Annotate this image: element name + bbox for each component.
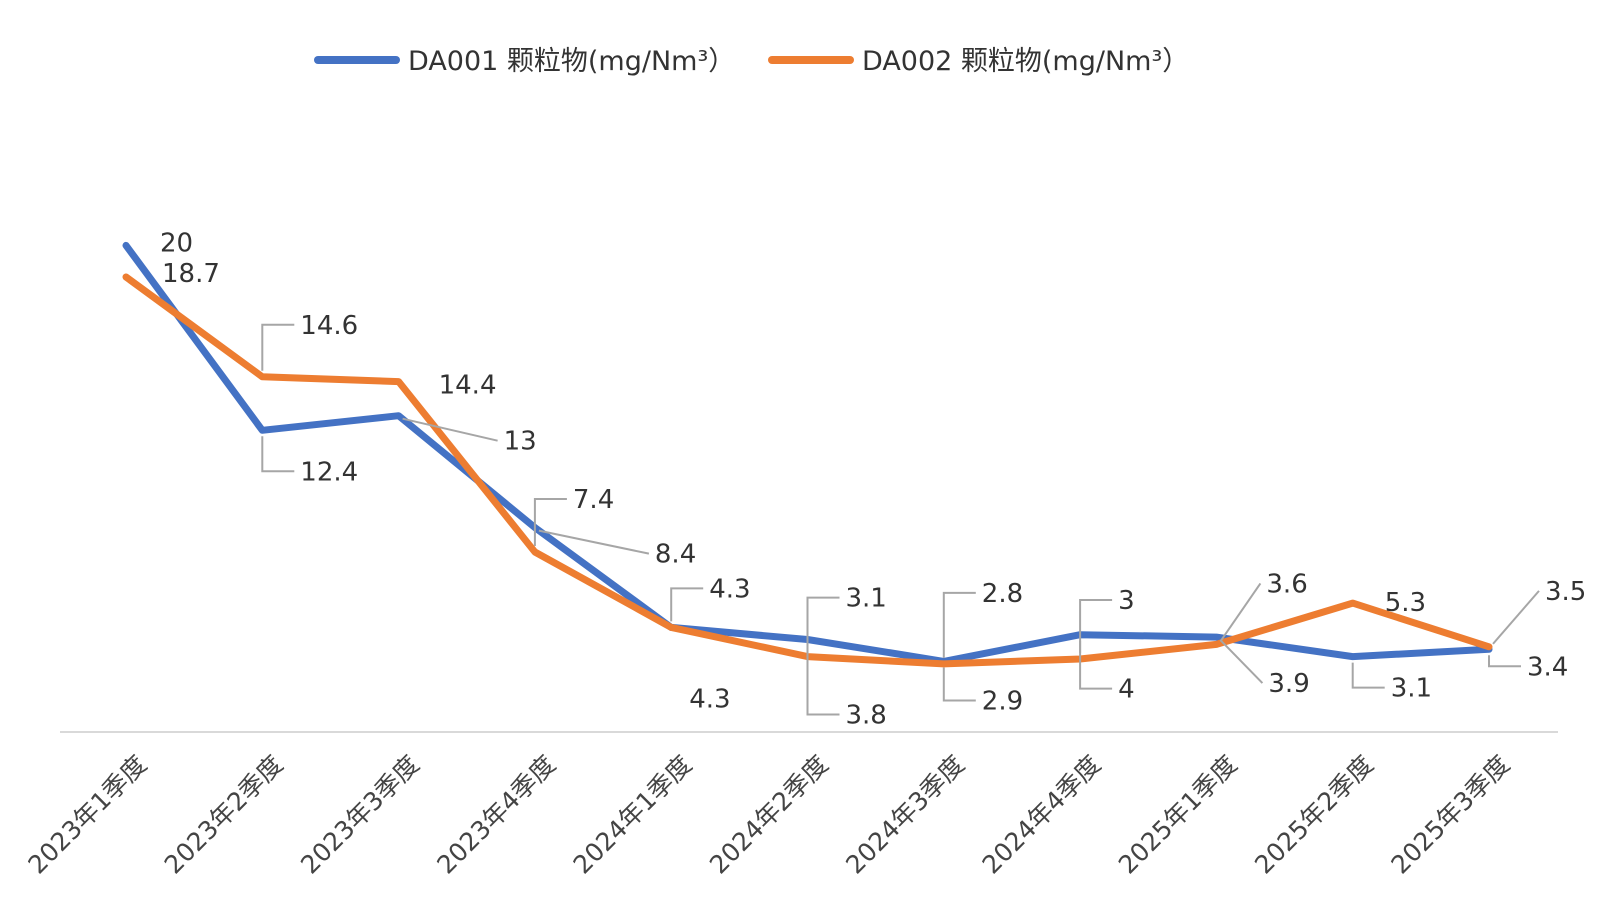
leader-s2-8 [1079, 599, 1113, 654]
leader-s1-9 [1219, 639, 1264, 684]
data-label-s2-6: 3.1 [846, 584, 887, 614]
legend-label-2: DA002 颗粒物(mg/Nm³） [862, 46, 1189, 77]
x-tick-label-11: 2025年3季度 [1385, 750, 1515, 880]
data-label-s2-2: 14.6 [300, 311, 358, 341]
leader-s1-2 [261, 436, 295, 473]
leader-s2-11 [1492, 590, 1540, 645]
data-label-s1-3: 13 [504, 427, 537, 457]
x-tick-label-9: 2025年1季度 [1113, 750, 1243, 880]
label-leaders [261, 323, 1540, 716]
x-tick-label-5: 2024年1季度 [568, 750, 698, 880]
data-label-s1-6: 3.8 [846, 701, 887, 731]
data-label-s1-9: 3.9 [1268, 669, 1309, 699]
data-label-s2-1: 18.7 [162, 259, 220, 289]
data-label-s2-8: 3 [1118, 586, 1135, 616]
x-tick-label-8: 2024年4季度 [977, 750, 1107, 880]
x-tick-label-6: 2024年2季度 [704, 750, 834, 880]
data-label-s1-1: 20 [160, 228, 193, 258]
leader-s1-3 [402, 417, 498, 442]
leader-s2-2 [261, 323, 295, 371]
x-tick-labels: 2023年1季度 2023年2季度 2023年3季度 2023年4季度 2024年1季度… [22, 750, 1515, 880]
leader-s1-7 [942, 667, 976, 702]
data-label-s1-2: 12.4 [300, 457, 358, 487]
x-tick-label-7: 2024年3季度 [840, 750, 970, 880]
leader-s1-8 [1079, 640, 1113, 690]
x-tick-label-4: 2023年4季度 [431, 750, 561, 880]
x-tick-label-2: 2023年2季度 [159, 750, 289, 880]
data-label-s1-11: 3.4 [1527, 652, 1568, 682]
leader-s2-7 [942, 591, 976, 658]
x-tick-label-3: 2023年3季度 [295, 750, 425, 880]
data-label-s2-4: 7.4 [573, 485, 614, 515]
data-label-s2-10: 5.3 [1385, 588, 1426, 618]
leader-s1-11 [1488, 655, 1521, 668]
leader-s1-10 [1351, 662, 1385, 689]
leader-s1-6 [806, 645, 840, 716]
x-tick-label-10: 2025年2季度 [1249, 750, 1379, 880]
legend-label-1: DA001 颗粒物(mg/Nm³） [408, 46, 735, 77]
data-label-s1-10: 3.1 [1391, 674, 1432, 704]
data-label-s1-5: 4.3 [689, 684, 730, 714]
data-labels: 20 12.4 13 8.4 4.3 3.8 2.9 4 3.9 3.1 3.4 18.7 14.6 14… [160, 228, 1586, 730]
data-label-s2-3: 14.4 [439, 371, 497, 401]
leader-s1-4 [538, 529, 650, 555]
legend: DA001 颗粒物(mg/Nm³） DA002 颗粒物(mg/Nm³） [314, 46, 1189, 77]
leader-s2-5 [670, 587, 704, 622]
leader-s2-6 [806, 596, 840, 651]
leader-s2-4 [533, 497, 567, 546]
leader-s2-9 [1219, 582, 1262, 642]
data-label-s1-8: 4 [1118, 675, 1135, 705]
data-label-s2-5: 4.3 [709, 574, 750, 604]
x-tick-label-1: 2023年1季度 [22, 750, 152, 880]
data-label-s1-4: 8.4 [655, 540, 696, 570]
data-label-s2-11: 3.5 [1545, 577, 1586, 607]
data-label-s2-7: 2.8 [982, 579, 1023, 609]
data-label-s2-9: 3.6 [1266, 569, 1307, 599]
data-label-s1-7: 2.9 [982, 686, 1023, 716]
